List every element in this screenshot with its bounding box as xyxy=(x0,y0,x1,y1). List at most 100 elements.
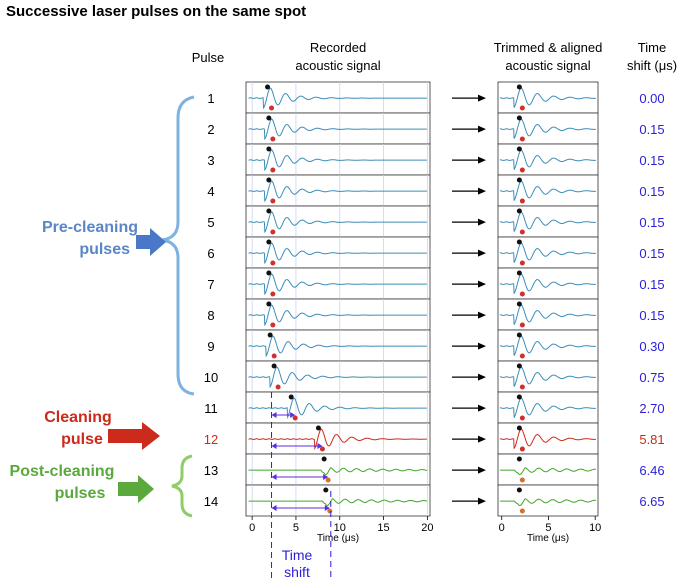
peak-marker-bottom xyxy=(271,353,277,359)
aligned-peak-bottom xyxy=(519,105,525,111)
peak-marker-bottom xyxy=(327,508,333,514)
recorded-waveform-13 xyxy=(248,467,428,476)
aligned-waveform-1 xyxy=(499,87,596,108)
arrow-head-icon xyxy=(478,125,486,133)
pulse-number: 14 xyxy=(204,494,218,509)
recorded-waveform-10 xyxy=(248,366,427,389)
time-shift-value: 6.65 xyxy=(639,494,664,509)
aligned-peak-bottom xyxy=(519,260,525,266)
aligned-waveform-13 xyxy=(499,467,596,475)
arrow-head-icon xyxy=(478,94,486,102)
pulse-number: 6 xyxy=(207,246,214,261)
recorded-panel-14 xyxy=(245,484,431,517)
figure-title: Successive laser pulses on the same spot xyxy=(6,3,306,20)
tick-label: 10 xyxy=(334,522,346,534)
aligned-peak-top xyxy=(516,487,522,493)
aligned-peak-bottom xyxy=(519,322,525,328)
time-shift-value: 0.75 xyxy=(639,370,664,385)
time-shift-value: 0.15 xyxy=(639,277,664,292)
left-axis-xlabel: Time (μs) xyxy=(317,533,359,544)
shift-arrow-head-icon xyxy=(271,474,277,480)
aligned-waveform-10 xyxy=(499,366,596,387)
recorded-waveform-11 xyxy=(248,397,427,420)
pulse-number: 11 xyxy=(204,401,218,416)
peak-marker-bottom xyxy=(270,260,276,266)
time-shift-annotation xyxy=(271,392,332,580)
aligned-panel-1 xyxy=(497,81,599,114)
pulse-header: Pulse xyxy=(192,50,225,65)
time-shift-value: 0.15 xyxy=(639,308,664,323)
peak-marker-bottom xyxy=(270,229,276,235)
tick-label: 20 xyxy=(421,522,433,534)
aligned-panel-4 xyxy=(497,174,599,207)
pre-cleaning-label-line1: Pre-cleaning xyxy=(42,219,138,236)
recorded-waveform-8 xyxy=(248,304,427,327)
aligned-peak-top xyxy=(516,146,522,152)
shift-arrow-head-icon xyxy=(324,505,330,511)
right-axis-xlabel: Time (μs) xyxy=(527,533,569,544)
peak-marker-bottom xyxy=(325,477,331,483)
peak-marker-top xyxy=(288,394,294,400)
pre-cleaning-arrow-icon xyxy=(136,228,166,256)
peak-marker-top xyxy=(267,332,273,338)
aligned-waveform-9 xyxy=(499,335,596,356)
aligned-peak-top xyxy=(516,394,522,400)
pre-cleaning-label-line2: pulses xyxy=(79,241,130,258)
aligned-peak-bottom xyxy=(519,508,525,514)
tick-label: 5 xyxy=(545,522,551,534)
recorded-panel-8 xyxy=(245,298,431,331)
peak-marker-bottom xyxy=(270,167,276,173)
post-cleaning-brace xyxy=(171,454,193,518)
recorded-header-line1: Recorded xyxy=(310,40,366,55)
shift-arrow-head-icon xyxy=(290,412,296,418)
peak-marker-top xyxy=(265,84,271,90)
cleaning-label-line2: pulse xyxy=(61,431,103,448)
recorded-panel-12 xyxy=(245,422,431,455)
tick-label: 0 xyxy=(499,522,505,534)
aligned-peak-bottom xyxy=(519,136,525,142)
arrow-head-icon xyxy=(478,187,486,195)
peak-marker-bottom xyxy=(275,384,281,390)
recorded-signal-panels xyxy=(245,81,431,517)
arrow-head-icon xyxy=(478,497,486,505)
recorded-waveform-5 xyxy=(248,211,427,234)
pulse-number: 5 xyxy=(207,215,214,230)
time-shift-label-line1: Time xyxy=(282,547,313,563)
aligned-peak-top xyxy=(516,115,522,121)
peak-marker-top xyxy=(266,115,272,121)
aligned-peak-bottom xyxy=(519,198,525,204)
peak-marker-top xyxy=(271,363,277,369)
aligned-waveform-12 xyxy=(499,428,596,449)
aligned-waveform-8 xyxy=(499,304,596,325)
aligned-panel-12 xyxy=(497,422,599,455)
aligned-peak-bottom xyxy=(519,415,525,421)
pulse-number: 1 xyxy=(207,91,214,106)
aligned-peak-bottom xyxy=(519,477,525,483)
trimmed-header-line2: acoustic signal xyxy=(505,58,590,73)
aligned-panel-5 xyxy=(497,205,599,238)
recorded-waveform-12 xyxy=(248,428,427,451)
aligned-waveform-3 xyxy=(499,149,596,170)
arrow-head-icon xyxy=(478,466,486,474)
pulse-number: 12 xyxy=(204,432,218,447)
peak-marker-bottom xyxy=(269,105,275,111)
pulse-number: 13 xyxy=(204,463,218,478)
row-labels: 1 0.00 2 0.15 3 0.15 4 0.15 5 0.15 6 0.15 7 0.15 8 0.15… xyxy=(204,91,665,509)
aligned-peak-top xyxy=(516,208,522,214)
peak-marker-bottom xyxy=(319,446,325,452)
aligned-waveform-6 xyxy=(499,242,596,263)
time-shift-value: 5.81 xyxy=(639,432,664,447)
peak-marker-bottom xyxy=(292,415,298,421)
trimmed-header-line1: Trimmed & aligned xyxy=(494,40,603,55)
tick-label: 15 xyxy=(377,522,389,534)
time-shift-value: 0.15 xyxy=(639,153,664,168)
peak-marker-bottom xyxy=(270,198,276,204)
shift-header-line1: Time xyxy=(638,40,666,55)
tick-label: 0 xyxy=(249,522,255,534)
time-axes: 0 5 10 15 20 0 5 10 xyxy=(249,516,601,534)
pulse-number: 7 xyxy=(207,277,214,292)
recorded-waveform-14 xyxy=(248,498,428,506)
aligned-peak-bottom xyxy=(519,353,525,359)
tick-label: 10 xyxy=(589,522,601,534)
